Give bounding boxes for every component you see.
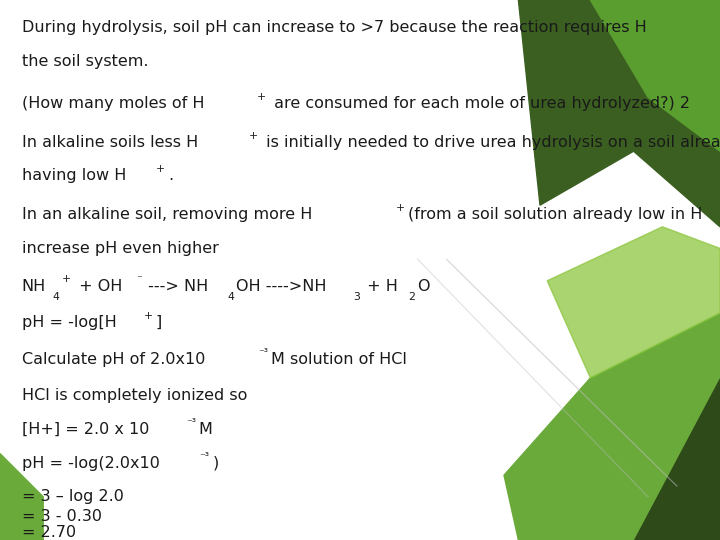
Text: having low H: having low H — [22, 168, 126, 184]
Text: 4: 4 — [53, 292, 60, 302]
Text: ): ) — [212, 456, 219, 471]
Text: M solution of HCl: M solution of HCl — [271, 352, 407, 367]
Text: +: + — [144, 311, 153, 321]
Polygon shape — [518, 0, 720, 227]
Text: +: + — [156, 164, 166, 174]
Text: ⁻³: ⁻³ — [258, 348, 269, 358]
Text: M: M — [199, 422, 212, 437]
Text: In an alkaline soil, removing more H: In an alkaline soil, removing more H — [22, 207, 312, 222]
Polygon shape — [504, 313, 720, 540]
Text: OH ---->NH: OH ---->NH — [236, 279, 327, 294]
Text: 3: 3 — [354, 292, 360, 302]
Polygon shape — [0, 454, 43, 540]
Text: ---> NH: ---> NH — [143, 279, 209, 294]
Text: are consumed for each mole of urea hydrolyzed?) 2: are consumed for each mole of urea hydro… — [269, 96, 690, 111]
Text: = 3 – log 2.0: = 3 – log 2.0 — [22, 489, 123, 504]
Text: (from a soil solution already low in H: (from a soil solution already low in H — [408, 207, 703, 222]
Text: = 2.70: = 2.70 — [22, 525, 76, 540]
Polygon shape — [590, 0, 720, 151]
Text: ⁻³: ⁻³ — [186, 418, 196, 428]
Text: O: O — [418, 279, 430, 294]
Polygon shape — [547, 227, 720, 378]
Text: + OH: + OH — [73, 279, 122, 294]
Text: is initially needed to drive urea hydrolysis on a soil already: is initially needed to drive urea hydrol… — [261, 135, 720, 150]
Text: +: + — [249, 131, 258, 141]
Text: 4: 4 — [228, 292, 235, 302]
Text: [H+] = 2.0 x 10: [H+] = 2.0 x 10 — [22, 422, 149, 437]
Text: 2: 2 — [408, 292, 415, 302]
Text: +: + — [396, 203, 405, 213]
Text: ⁻: ⁻ — [136, 274, 142, 285]
Text: pH = -log(2.0x10: pH = -log(2.0x10 — [22, 456, 159, 471]
Text: pH = -log[H: pH = -log[H — [22, 315, 117, 330]
Text: (How many moles of H: (How many moles of H — [22, 96, 204, 111]
Text: NH: NH — [22, 279, 46, 294]
Text: ]: ] — [156, 315, 162, 330]
Text: = 3 - 0.30: = 3 - 0.30 — [22, 509, 102, 524]
Text: In alkaline soils less H: In alkaline soils less H — [22, 135, 198, 150]
Text: .: . — [168, 168, 174, 184]
Text: ⁻³: ⁻³ — [199, 451, 210, 462]
Text: Calculate pH of 2.0x10: Calculate pH of 2.0x10 — [22, 352, 205, 367]
Polygon shape — [634, 378, 720, 540]
Text: HCl is completely ionized so: HCl is completely ionized so — [22, 388, 247, 403]
Text: + H: + H — [362, 279, 398, 294]
Text: the soil system.: the soil system. — [22, 54, 148, 69]
Text: increase pH even higher: increase pH even higher — [22, 241, 218, 256]
Text: +: + — [62, 274, 71, 285]
Text: During hydrolysis, soil pH can increase to >7 because the reaction requires H: During hydrolysis, soil pH can increase … — [22, 21, 647, 36]
Text: +: + — [257, 92, 266, 102]
